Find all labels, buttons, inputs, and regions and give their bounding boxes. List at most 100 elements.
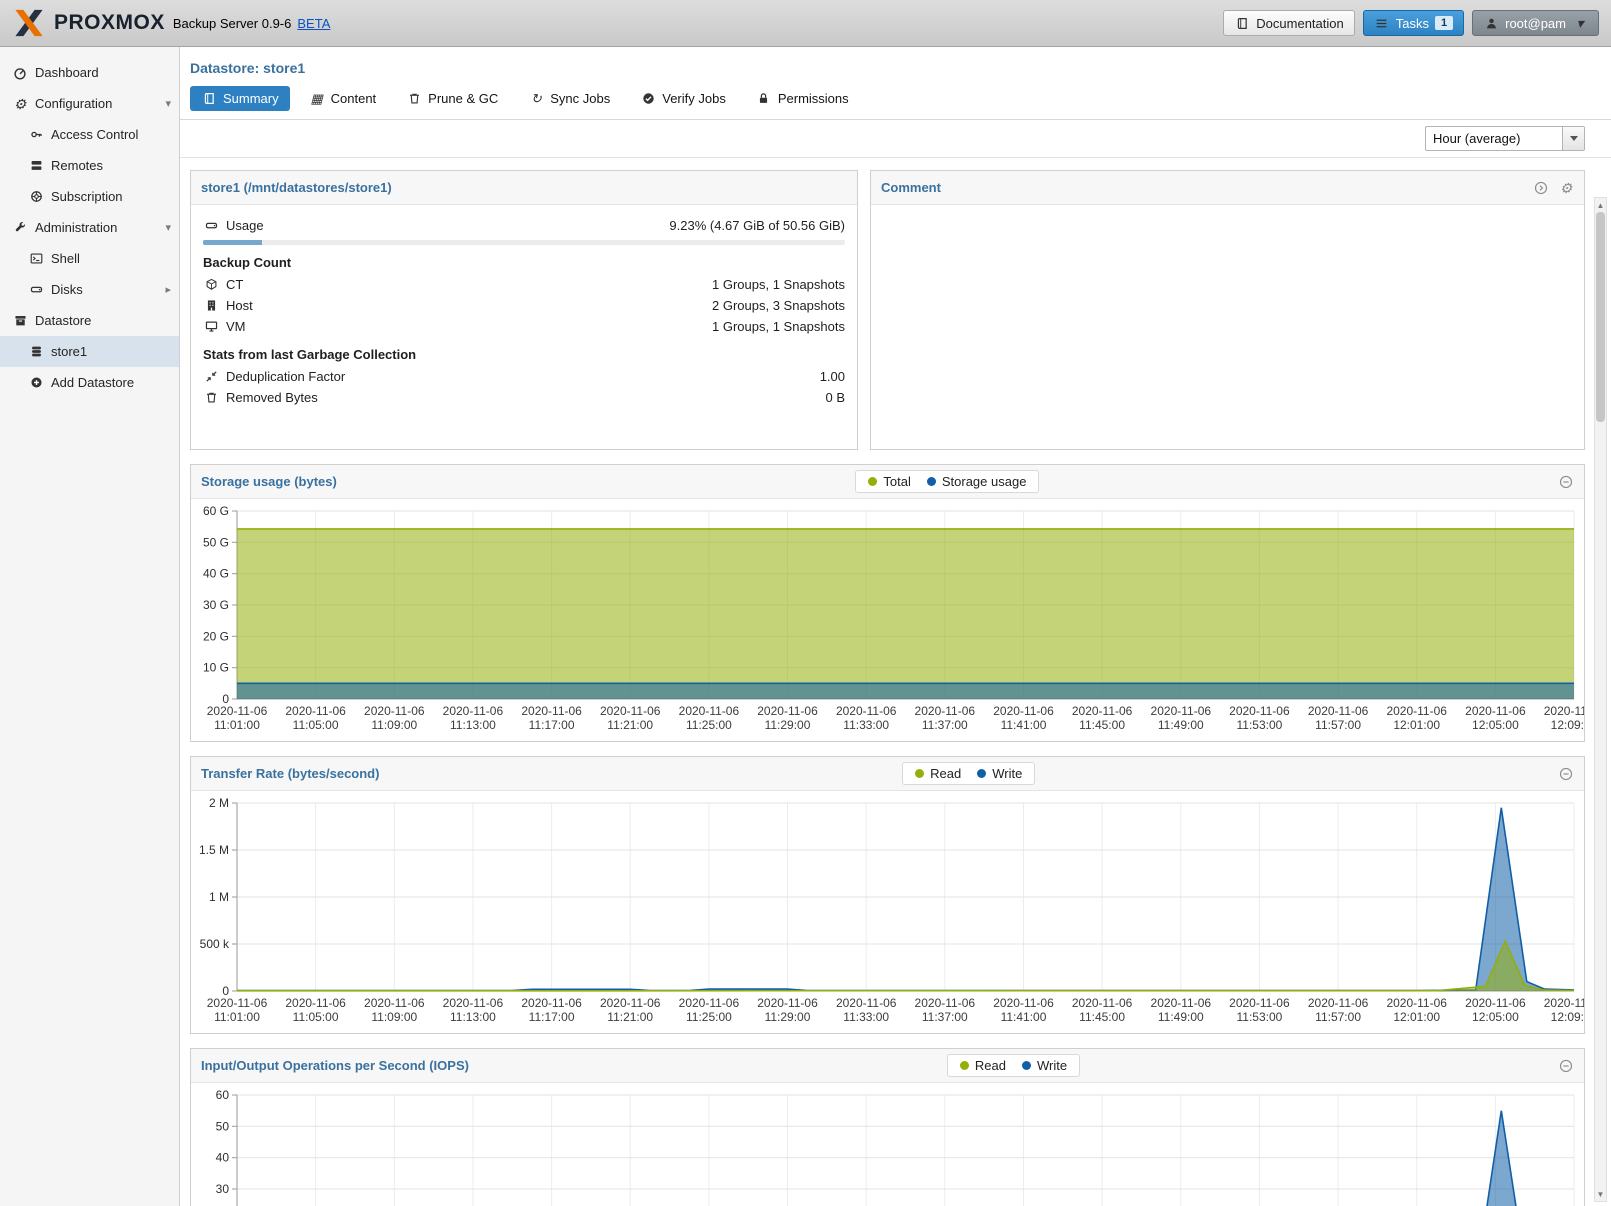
legend-item-write[interactable]: Write	[977, 766, 1022, 781]
timeframe-value: Hour (average)	[1433, 131, 1521, 146]
svg-text:11:09:00: 11:09:00	[371, 718, 417, 732]
svg-text:2020-11-06: 2020-11-06	[443, 704, 504, 718]
svg-text:2020-11-06: 2020-11-06	[1386, 704, 1447, 718]
svg-text:11:29:00: 11:29:00	[765, 718, 811, 732]
sidebar-item-access-control[interactable]: Access Control	[0, 119, 179, 150]
legend-label: Total	[883, 474, 911, 489]
legend-item-read[interactable]: Read	[959, 1058, 1006, 1073]
legend-item-write[interactable]: Write	[1021, 1058, 1067, 1073]
beta-link[interactable]: BETA	[297, 15, 331, 31]
svg-text:30 G: 30 G	[203, 598, 229, 612]
tasks-count-badge: 1	[1434, 16, 1454, 30]
book-icon	[201, 92, 217, 105]
svg-text:2020-11-06: 2020-11-06	[1151, 996, 1212, 1010]
svg-text:2020-11-06: 2020-11-06	[757, 996, 818, 1010]
collapse-icon[interactable]	[1558, 475, 1574, 489]
legend-item-storage-usage[interactable]: Storage usage	[926, 474, 1026, 489]
tab-verify-jobs[interactable]: Verify Jobs	[629, 86, 737, 111]
timeframe-select[interactable]: Hour (average)	[1425, 126, 1585, 151]
legend-dot	[1021, 1061, 1031, 1070]
scroll-thumb[interactable]	[1596, 212, 1605, 422]
iops-chart-panel: Input/Output Operations per Second (IOPS…	[190, 1048, 1585, 1206]
svg-text:2020-11-06: 2020-11-06	[600, 704, 661, 718]
user-menu-button[interactable]: root@pam ▾	[1472, 10, 1599, 36]
tab-summary[interactable]: Summary	[190, 86, 290, 111]
tab-permissions[interactable]: Permissions	[745, 86, 860, 111]
sidebar-item-label: Disks	[51, 282, 83, 297]
chevron-down-icon	[1569, 136, 1578, 141]
task-list-icon	[1374, 17, 1390, 30]
tab-label: Summary	[223, 91, 279, 106]
collapse-icon[interactable]	[1558, 767, 1574, 781]
svg-text:11:33:00: 11:33:00	[843, 1010, 889, 1024]
svg-text:11:37:00: 11:37:00	[922, 1010, 968, 1024]
top-header: PROXMOX Backup Server 0.9-6 BETA Documen…	[0, 0, 1611, 47]
sidebar-item-datastore[interactable]: Datastore	[0, 305, 179, 336]
tab-sync-jobs[interactable]: ↻ Sync Jobs	[517, 86, 621, 111]
sidebar-item-label: store1	[51, 344, 88, 359]
book-icon	[1234, 17, 1250, 30]
svg-text:2020-11-06: 2020-11-06	[993, 704, 1054, 718]
legend-item-total[interactable]: Total	[868, 474, 911, 489]
backup-count-title: Backup Count	[203, 255, 292, 270]
sidebar-item-subscription[interactable]: Subscription	[0, 181, 179, 212]
circle-arrow-icon[interactable]	[1533, 181, 1549, 195]
sidebar-item-disks[interactable]: Disks ▸	[0, 274, 179, 305]
sidebar-item-add-datastore[interactable]: Add Datastore	[0, 367, 179, 398]
plus-circle-icon	[28, 376, 44, 389]
usage-label: Usage	[226, 218, 264, 233]
svg-text:2020-11-06: 2020-11-06	[285, 996, 346, 1010]
row-value: 1 Groups, 1 Snapshots	[712, 277, 845, 292]
row-value: 1.00	[819, 369, 845, 384]
svg-text:2020-11-06: 2020-11-06	[1229, 996, 1290, 1010]
sidebar-item-configuration[interactable]: ⚙ Configuration ▾	[0, 88, 179, 119]
sidebar-item-dashboard[interactable]: Dashboard	[0, 57, 179, 88]
scroll-down-button[interactable]: ▼	[1596, 1189, 1605, 1199]
panel-title: Comment	[881, 180, 941, 195]
svg-text:50 G: 50 G	[203, 535, 229, 549]
svg-text:2020-11-06: 2020-11-06	[1465, 996, 1526, 1010]
row-label: Removed Bytes	[226, 390, 318, 405]
documentation-button[interactable]: Documentation	[1223, 10, 1355, 36]
sidebar-item-administration[interactable]: Administration ▾	[0, 212, 179, 243]
transfer-rate-chart: 2020-11-06 11:01:00 2020-11-06 11:05:00 2020…	[191, 791, 1584, 1033]
chart-title: Storage usage (bytes)	[201, 474, 337, 489]
collapse-icon[interactable]	[1558, 1059, 1574, 1073]
panel-area: store1 (/mnt/datastores/store1) Usage 9.…	[180, 158, 1611, 1206]
chevron-down-icon: ▾	[165, 222, 171, 234]
svg-text:12:09:00: 12:09:00	[1551, 1010, 1584, 1024]
sidebar-item-shell[interactable]: Shell	[0, 243, 179, 274]
monitor-icon	[203, 320, 219, 333]
svg-text:2020-11-06: 2020-11-06	[1544, 996, 1584, 1010]
svg-text:2020-11-06: 2020-11-06	[679, 996, 740, 1010]
svg-text:10 G: 10 G	[203, 661, 229, 675]
gear-icon[interactable]: ⚙	[1559, 179, 1573, 196]
sidebar-item-store1[interactable]: store1	[0, 336, 179, 367]
tab-label: Content	[330, 91, 377, 106]
svg-text:20 G: 20 G	[203, 629, 229, 643]
svg-text:11:01:00: 11:01:00	[214, 718, 260, 732]
legend-item-read[interactable]: Read	[915, 766, 961, 781]
svg-text:11:25:00: 11:25:00	[686, 718, 732, 732]
tab-prune-gc[interactable]: Prune & GC	[395, 86, 509, 111]
combo-trigger[interactable]	[1562, 127, 1584, 150]
svg-text:2020-11-06: 2020-11-06	[1151, 704, 1212, 718]
sidebar-item-remotes[interactable]: Remotes	[0, 150, 179, 181]
sync-icon: ↻	[530, 91, 542, 106]
chevron-down-icon: ▾	[165, 98, 171, 110]
chart-title: Transfer Rate (bytes/second)	[201, 766, 380, 781]
svg-text:30: 30	[216, 1182, 230, 1196]
svg-text:11:13:00: 11:13:00	[450, 718, 496, 732]
svg-text:11:33:00: 11:33:00	[843, 718, 889, 732]
scroll-up-button[interactable]: ▲	[1596, 200, 1605, 210]
tasks-button[interactable]: Tasks 1	[1362, 10, 1465, 36]
svg-text:11:53:00: 11:53:00	[1236, 718, 1282, 732]
tab-content[interactable]: ▦ Content	[298, 86, 388, 111]
svg-text:12:01:00: 12:01:00	[1393, 718, 1440, 732]
svg-text:11:49:00: 11:49:00	[1158, 718, 1204, 732]
row-value: 0 B	[825, 390, 845, 405]
svg-text:2020-11-06: 2020-11-06	[1465, 704, 1526, 718]
legend-label: Read	[930, 766, 962, 781]
sidebar-item-label: Add Datastore	[51, 375, 135, 390]
scrollbar[interactable]: ▲ ▼	[1594, 197, 1607, 1202]
